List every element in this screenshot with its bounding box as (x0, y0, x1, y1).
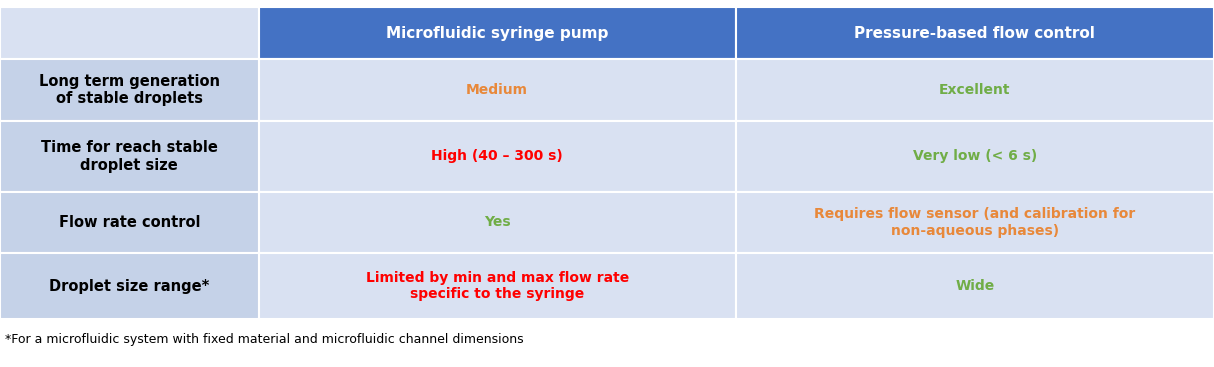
Text: Pressure-based flow control: Pressure-based flow control (855, 26, 1095, 41)
Text: Long term generation
of stable droplets: Long term generation of stable droplets (39, 74, 220, 106)
Text: Yes: Yes (484, 215, 510, 229)
Text: Very low (< 6 s): Very low (< 6 s) (913, 149, 1037, 163)
Text: Limited by min and max flow rate
specific to the syringe: Limited by min and max flow rate specifi… (365, 271, 629, 301)
Bar (259, 7, 736, 59)
Bar (736, 192, 1214, 253)
Text: *For a microfluidic system with fixed material and microfluidic channel dimensio: *For a microfluidic system with fixed ma… (5, 333, 523, 346)
Bar (0, 7, 259, 59)
Text: Time for reach stable
droplet size: Time for reach stable droplet size (41, 140, 217, 172)
Text: Microfluidic syringe pump: Microfluidic syringe pump (386, 26, 608, 41)
Bar (0, 253, 259, 319)
Bar (259, 121, 736, 192)
Text: Excellent: Excellent (940, 83, 1010, 97)
Bar (259, 253, 736, 319)
Text: Flow rate control: Flow rate control (58, 215, 200, 230)
Text: High (40 – 300 s): High (40 – 300 s) (431, 149, 563, 163)
Bar (259, 192, 736, 253)
Text: Requires flow sensor (and calibration for
non-aqueous phases): Requires flow sensor (and calibration fo… (815, 207, 1135, 237)
Bar (0, 192, 259, 253)
Text: Droplet size range*: Droplet size range* (49, 279, 210, 294)
Bar (736, 121, 1214, 192)
Bar (736, 59, 1214, 121)
Bar (0, 121, 259, 192)
Text: Wide: Wide (955, 279, 994, 293)
Text: Medium: Medium (466, 83, 528, 97)
Bar (0, 59, 259, 121)
Bar (736, 253, 1214, 319)
Bar (736, 7, 1214, 59)
Bar (259, 59, 736, 121)
